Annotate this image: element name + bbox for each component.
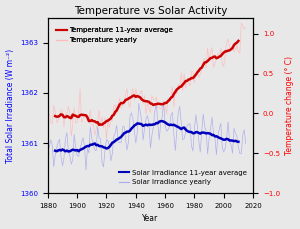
Y-axis label: Temperature change (° C): Temperature change (° C)	[285, 56, 294, 155]
Title: Temperature vs Solar Activity: Temperature vs Solar Activity	[74, 5, 227, 16]
Legend: Solar Irradiance 11-year average, Solar Irradiance yearly: Solar Irradiance 11-year average, Solar …	[116, 167, 250, 188]
Y-axis label: Total Solar Irradiance (W m⁻²): Total Solar Irradiance (W m⁻²)	[6, 48, 15, 163]
Legend: Temperature 11-year average, Temperature yearly: Temperature 11-year average, Temperature…	[53, 25, 176, 46]
X-axis label: Year: Year	[142, 214, 159, 224]
